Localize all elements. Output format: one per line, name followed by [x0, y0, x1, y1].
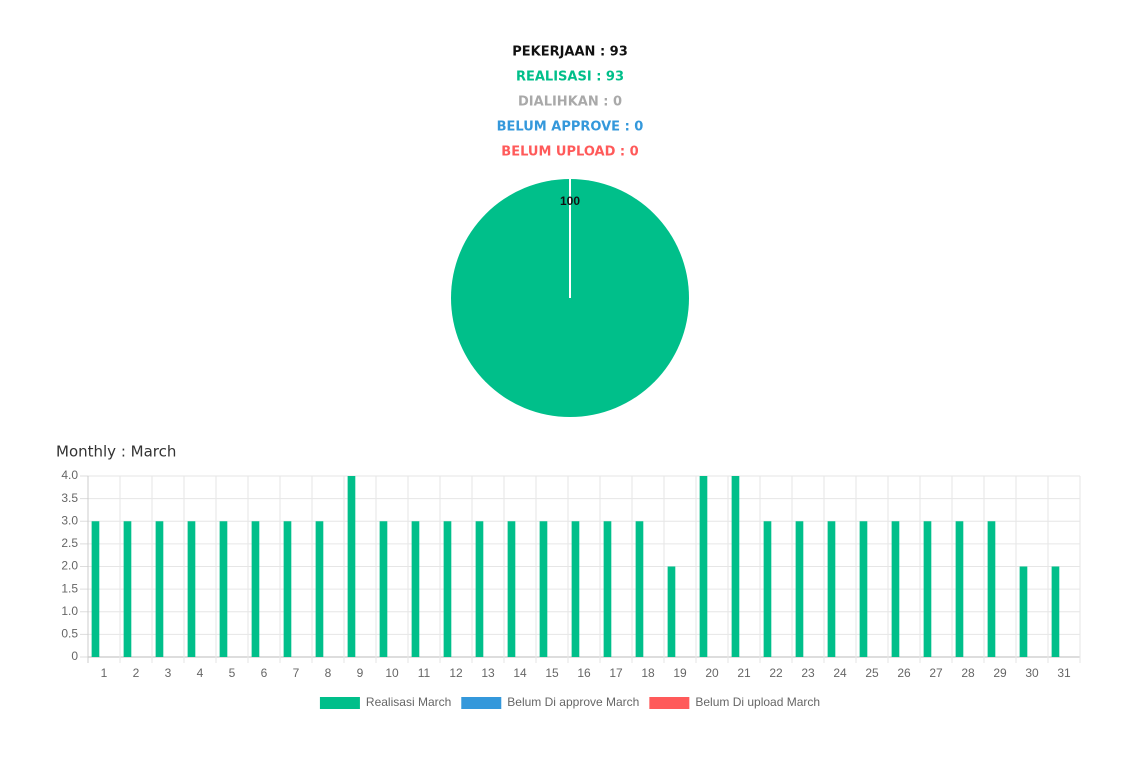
- bar: [635, 521, 644, 657]
- y-tick-label: 2.5: [61, 536, 78, 550]
- x-tick-label: 19: [673, 666, 687, 680]
- bar: [827, 521, 836, 657]
- bar: [603, 521, 612, 657]
- summary-line: PEKERJAAN : 93: [512, 45, 628, 60]
- summary-line: DIALIHKAN : 0: [518, 95, 622, 110]
- x-tick-label: 15: [545, 666, 559, 680]
- bar: [443, 521, 452, 657]
- bar: [187, 521, 196, 657]
- x-tick-label: 5: [229, 666, 236, 680]
- legend-label: Realisasi March: [366, 695, 451, 709]
- x-tick-label: 16: [577, 666, 591, 680]
- bar: [507, 521, 516, 657]
- x-tick-label: 20: [705, 666, 719, 680]
- x-tick-label: 11: [418, 666, 431, 680]
- bar: [379, 521, 388, 657]
- y-tick-label: 1.5: [61, 581, 78, 595]
- x-tick-label: 29: [993, 666, 1007, 680]
- x-tick-label: 25: [865, 666, 879, 680]
- bar: [219, 521, 228, 657]
- data-label: 100: [560, 194, 580, 208]
- legend-label: Belum Di approve March: [507, 695, 639, 709]
- bar: [155, 521, 164, 657]
- bar: [91, 521, 100, 657]
- y-tick-label: 0: [71, 649, 78, 663]
- bar: [123, 521, 132, 657]
- bar: [411, 521, 420, 657]
- legend-swatch: [461, 697, 502, 709]
- y-tick-label: 2.0: [61, 559, 78, 573]
- bar: [571, 521, 580, 657]
- x-tick-label: 18: [641, 666, 655, 680]
- bar: [283, 521, 292, 657]
- x-tick-label: 2: [133, 666, 140, 680]
- x-tick-label: 14: [513, 666, 527, 680]
- x-tick-label: 23: [801, 666, 815, 680]
- bar: [987, 521, 996, 657]
- summary-line: REALISASI : 93: [516, 70, 624, 85]
- bar: [667, 566, 676, 657]
- x-tick-label: 28: [961, 666, 975, 680]
- bar: [795, 521, 804, 657]
- x-tick-label: 7: [293, 666, 300, 680]
- bar: [539, 521, 548, 657]
- x-tick-label: 4: [197, 666, 204, 680]
- bar: [699, 476, 708, 657]
- x-tick-label: 1: [101, 666, 108, 680]
- x-tick-label: 8: [325, 666, 332, 680]
- legend-swatch: [319, 697, 360, 709]
- bar: [923, 521, 932, 657]
- bar: [347, 476, 356, 657]
- bar: [1019, 566, 1028, 657]
- x-tick-label: 31: [1057, 666, 1071, 680]
- x-tick-label: 22: [769, 666, 783, 680]
- x-tick-label: 6: [261, 666, 268, 680]
- bar: [251, 521, 260, 657]
- x-tick-label: 27: [929, 666, 943, 680]
- y-tick-label: 1.0: [61, 604, 78, 618]
- bar: [731, 476, 740, 657]
- x-tick-label: 17: [609, 666, 623, 680]
- y-tick-label: 3.5: [61, 491, 78, 505]
- legend-label: Belum Di upload March: [695, 695, 820, 709]
- summary-line: BELUM UPLOAD : 0: [501, 145, 638, 160]
- x-tick-label: 3: [165, 666, 172, 680]
- x-tick-label: 13: [481, 666, 495, 680]
- legend-swatch: [649, 697, 690, 709]
- x-tick-label: 12: [449, 666, 463, 680]
- y-tick-label: 0.5: [61, 627, 78, 641]
- bar: [1051, 566, 1060, 657]
- bar: [955, 521, 964, 657]
- x-tick-label: 26: [897, 666, 911, 680]
- bar: [891, 521, 900, 657]
- bar: [315, 521, 324, 657]
- y-tick-label: 3.0: [61, 513, 78, 527]
- bar: [475, 521, 484, 657]
- summary-line: BELUM APPROVE : 0: [497, 120, 644, 135]
- x-tick-label: 9: [357, 666, 364, 680]
- chart-title: Monthly : March: [56, 443, 176, 461]
- y-tick-label: 4.0: [61, 468, 78, 482]
- bar: [763, 521, 772, 657]
- x-tick-label: 21: [737, 666, 751, 680]
- x-tick-label: 30: [1025, 666, 1039, 680]
- bar: [859, 521, 868, 657]
- x-tick-label: 10: [385, 666, 399, 680]
- x-tick-label: 24: [833, 666, 847, 680]
